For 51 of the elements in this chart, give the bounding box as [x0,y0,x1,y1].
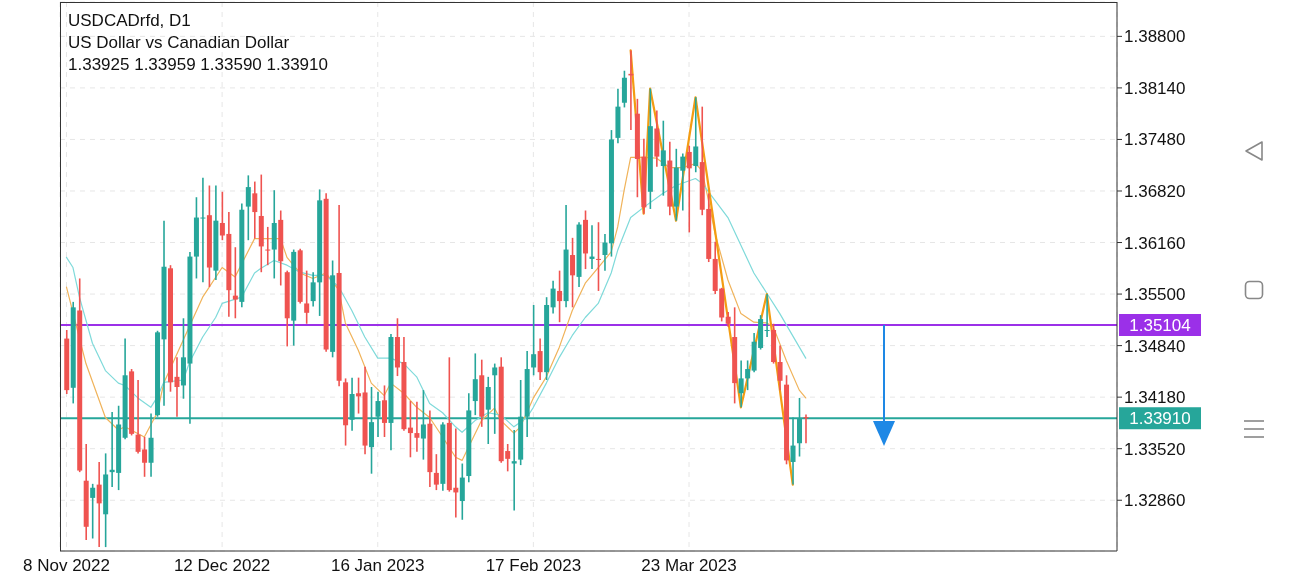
candlestick [414,401,420,453]
candlestick [96,461,102,548]
y-tick-label: 1.36820 [1124,182,1186,202]
y-tick-label: 1.33520 [1124,439,1186,459]
candlestick [738,359,744,409]
candlestick [381,384,387,438]
ref-line-label: 1.33910 [1129,409,1191,429]
y-tick-label: 1.36160 [1124,233,1186,253]
line-series [65,177,807,433]
y-tick-label: 1.38800 [1124,27,1186,47]
x-tick-label: 12 Dec 2022 [173,556,271,576]
candlestick [265,226,271,266]
y-tick-label: 1.34180 [1124,388,1186,408]
candlestick [310,271,316,308]
x-tick-label: 17 Feb 2023 [485,556,582,576]
candlestick [693,96,699,174]
candlestick [90,483,96,540]
candlestick [595,221,601,292]
x-tick-label: 23 Mar 2023 [641,556,737,576]
y-tick-label: 1.37480 [1124,130,1186,150]
text: US Dollar vs Canadian Dollar [68,32,291,54]
candlestick [459,462,465,521]
x-tick-label: 8 Nov 2022 [23,556,110,576]
candlestick [232,246,238,320]
candlestick [764,293,770,338]
y-tick-label: 1.32860 [1124,491,1186,511]
candlestick [745,359,751,391]
y-tick-label: 1.34840 [1124,336,1186,356]
candlestick [472,352,478,416]
candlestick [356,376,362,415]
candlestick [570,237,576,309]
annotation: 1.33925 1.33959 1.33590 1.33910 [68,54,328,76]
candlestick [777,344,783,391]
y-tick-label: 1.35500 [1124,285,1186,305]
text: USDCADrfd, D1 [68,10,192,32]
candlestick [407,400,413,459]
candlestick [531,304,537,377]
candlestick [602,233,608,272]
x-tick-label: 16 Jan 2023 [330,556,425,576]
candlestick [660,119,666,197]
candlestick [252,180,258,240]
candlestick [686,144,692,234]
candlestick [557,269,563,323]
candlestick [433,453,439,491]
y-tick-label: 1.38140 [1124,78,1186,98]
candlestick [511,429,517,512]
candlestick [304,269,310,325]
ref-line-label: 1.35104 [1129,316,1191,335]
candlestick [245,174,251,241]
candlestick [537,337,543,381]
candlestick [550,280,556,315]
